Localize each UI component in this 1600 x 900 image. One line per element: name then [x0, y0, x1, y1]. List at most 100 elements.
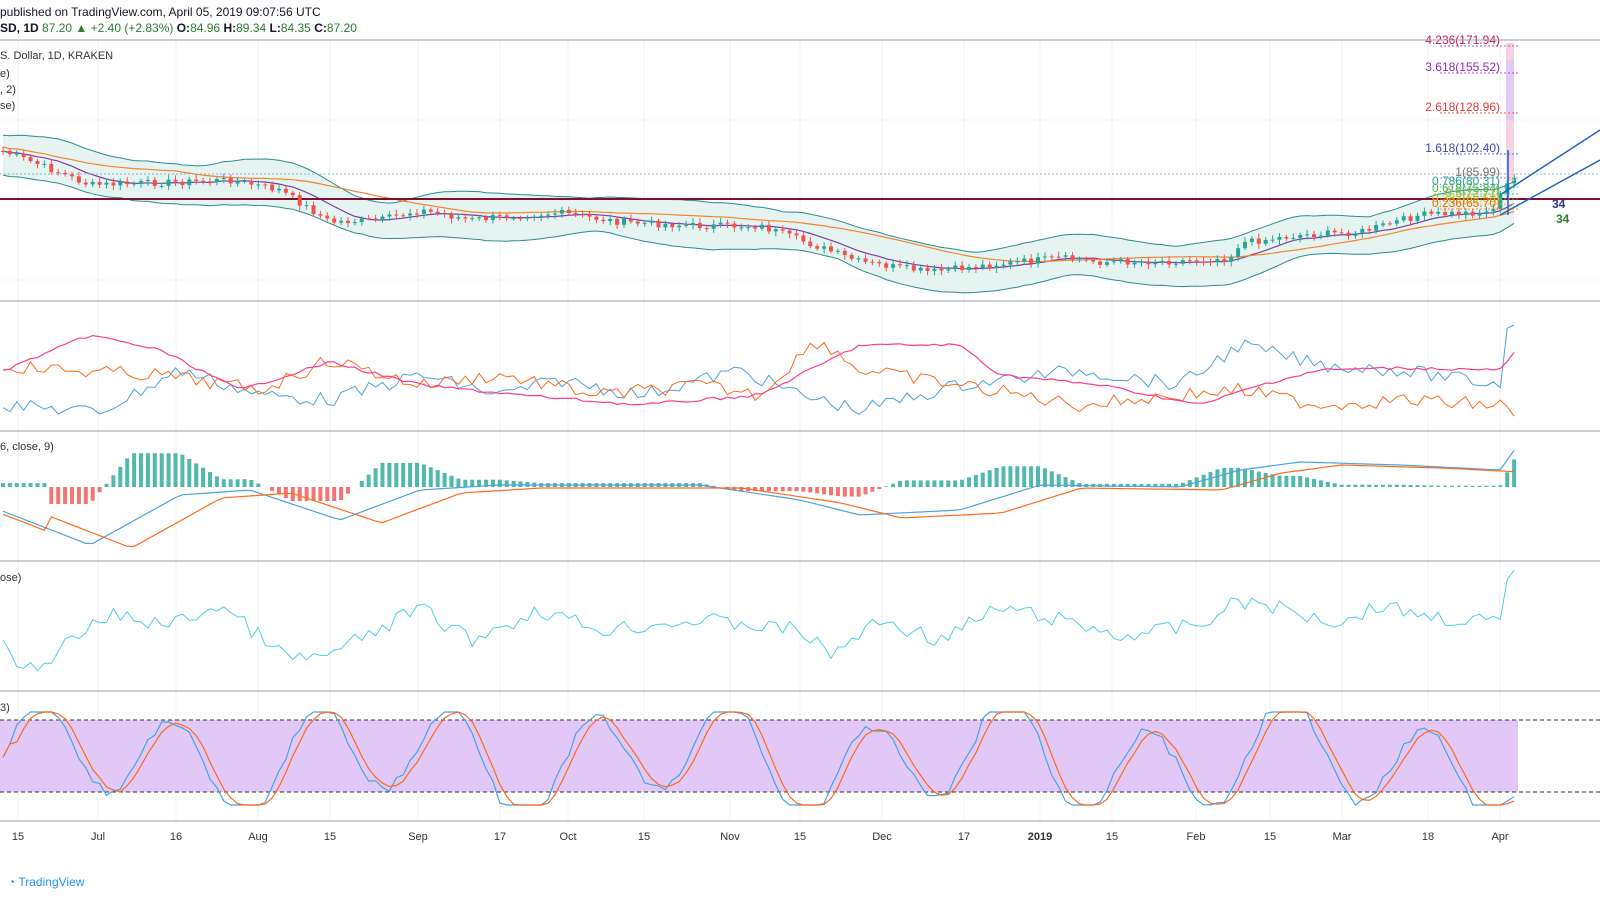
stoch-band — [0, 719, 1600, 793]
macd-histogram-bar — [1022, 466, 1027, 487]
candle-body — [884, 263, 889, 268]
candle-body — [201, 180, 206, 182]
macd-histogram-bar — [1139, 483, 1144, 487]
candle-body — [352, 222, 357, 224]
candle-body — [359, 218, 364, 223]
main-pane-title[interactable]: S. Dollar, 1D, KRAKEN — [0, 50, 114, 62]
candle-body — [601, 219, 606, 222]
candle-body — [187, 179, 192, 186]
fib-extension[interactable]: 4.236(171.94)3.618(155.52)2.618(128.96)1… — [1425, 33, 1600, 226]
macd-histogram-bar — [1146, 483, 1151, 487]
macd-histogram-bar — [822, 487, 827, 495]
candle-body — [1063, 255, 1068, 257]
rsi-title[interactable]: ose) — [0, 572, 22, 584]
macd-histogram-bar — [249, 479, 254, 487]
macd-histogram-bar — [318, 487, 323, 502]
x-axis-tick-label: 15 — [324, 831, 336, 843]
candle-body — [663, 223, 668, 228]
candle-body — [587, 214, 592, 217]
candle-body — [635, 221, 640, 224]
candle-body — [525, 217, 530, 219]
macd-title[interactable]: 6, close, 9) — [0, 441, 54, 453]
macd-histogram-bar — [1015, 466, 1020, 487]
candle-body — [877, 261, 882, 264]
candle-body — [125, 181, 130, 185]
candle-body — [753, 227, 758, 229]
legend-line-2[interactable]: e) — [0, 68, 10, 80]
candle-body — [1470, 211, 1475, 216]
macd-histogram-bar — [739, 487, 744, 492]
candle-body — [1381, 223, 1385, 226]
candle-body — [980, 264, 985, 269]
macd-histogram-bar — [56, 487, 61, 505]
candle-body — [973, 266, 978, 269]
candle-body — [325, 215, 330, 219]
candle-body — [263, 184, 268, 186]
macd-histogram-bar — [1125, 483, 1130, 487]
macd-histogram-bar — [42, 483, 47, 487]
macd-histogram-bar — [1270, 474, 1275, 487]
macd-histogram-bar — [14, 483, 19, 487]
candle-body — [1415, 215, 1420, 221]
candle-body — [159, 185, 164, 187]
open-label: O: — [176, 21, 191, 35]
legend-line-3[interactable]: , 2) — [0, 84, 16, 96]
symbol[interactable]: SD, 1D — [0, 21, 39, 35]
candle-body — [1132, 262, 1137, 265]
macd-histogram-bar — [159, 453, 164, 487]
candle-body — [691, 223, 695, 226]
stoch-title[interactable]: 3) — [0, 702, 10, 714]
candle-body — [221, 177, 226, 179]
candle-body — [1339, 232, 1344, 234]
candle-body — [918, 267, 923, 271]
macd-histogram-bar — [1284, 475, 1289, 487]
macd-histogram-bar — [477, 479, 482, 487]
macd-histogram-bar — [442, 472, 447, 487]
candle-body — [1429, 211, 1434, 214]
candle-body — [7, 151, 12, 155]
candle-body — [898, 264, 902, 266]
macd-histogram-bar — [1298, 475, 1303, 487]
right-label: 34 — [1556, 212, 1570, 226]
candle-body — [214, 178, 219, 183]
macd-histogram-bar — [332, 487, 337, 502]
candle-body — [1484, 211, 1489, 214]
macd-histogram-bar — [90, 487, 95, 501]
macd-histogram-bar — [242, 479, 247, 487]
candle-body — [111, 182, 116, 186]
candle-body — [456, 217, 461, 219]
rsi-line — [2, 569, 1515, 672]
macd-histogram-bar — [7, 483, 12, 487]
candle-body — [415, 213, 419, 215]
candle-body — [1222, 259, 1227, 262]
x-axis-tick-label: Aug — [248, 831, 268, 843]
open-value: 84.96 — [190, 21, 221, 35]
candle-body — [835, 250, 840, 252]
macd-histogram-bar — [297, 487, 302, 502]
candle-body — [173, 179, 178, 182]
candle-body — [180, 181, 185, 186]
tradingview-logo[interactable]: ◔ TradingView — [8, 875, 84, 889]
macd-histogram-bar — [753, 487, 758, 492]
last-price: 87.20 — [42, 21, 73, 35]
candle-body — [559, 209, 564, 214]
candle-body — [435, 211, 440, 214]
macd-histogram-bar — [815, 487, 820, 494]
macd-histogram-bar — [904, 480, 909, 487]
candle-body — [1153, 262, 1158, 265]
macd-histogram-bar — [311, 487, 316, 502]
candle-body — [1387, 223, 1392, 225]
macd-histogram-bar — [70, 487, 74, 505]
candle-body — [1353, 233, 1358, 237]
bollinger-lower — [2, 174, 1515, 294]
macd-histogram-bar — [773, 487, 778, 492]
candle-body — [787, 230, 792, 234]
candle-body — [139, 181, 143, 184]
candle-body — [849, 254, 854, 259]
legend-line-4[interactable]: se) — [0, 100, 16, 112]
macd-histogram-bar — [1167, 483, 1172, 487]
right-label: 34 — [1552, 197, 1566, 211]
candle-body — [270, 184, 275, 191]
macd-histogram-bar — [780, 487, 785, 492]
